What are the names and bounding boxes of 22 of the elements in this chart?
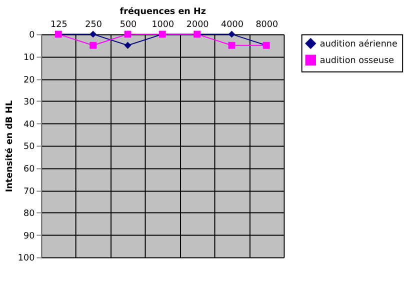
y-tick-label: 100 — [18, 254, 36, 264]
y-tick-label: 90 — [24, 231, 36, 242]
y-tick-label: 70 — [24, 186, 36, 197]
x-tick-label: 1000 — [152, 20, 174, 30]
y-tick-label: 0 — [29, 30, 36, 41]
y-tick-label: 50 — [24, 142, 36, 152]
y-tick-label: 20 — [24, 75, 36, 86]
x-axis-title: fréquences en Hz — [120, 6, 206, 18]
x-tick-label: 4000 — [221, 20, 244, 30]
y-tick-label: 30 — [24, 98, 36, 108]
legend-label: audition aérienne — [320, 38, 398, 50]
x-tick-label: 8000 — [256, 20, 278, 30]
y-tick-label: 60 — [24, 164, 36, 174]
x-tick-label: 125 — [50, 20, 68, 30]
x-tick-label: 500 — [120, 20, 138, 30]
x-tick-label: 250 — [85, 20, 102, 30]
legend-label: audition osseuse — [320, 56, 394, 66]
y-tick-label: 10 — [24, 52, 36, 63]
y-tick-label: 80 — [24, 209, 36, 220]
y-axis-title: Intensité en dB HL — [4, 100, 16, 192]
y-tick-label: 40 — [24, 120, 36, 130]
x-tick-label: 2000 — [186, 20, 210, 30]
